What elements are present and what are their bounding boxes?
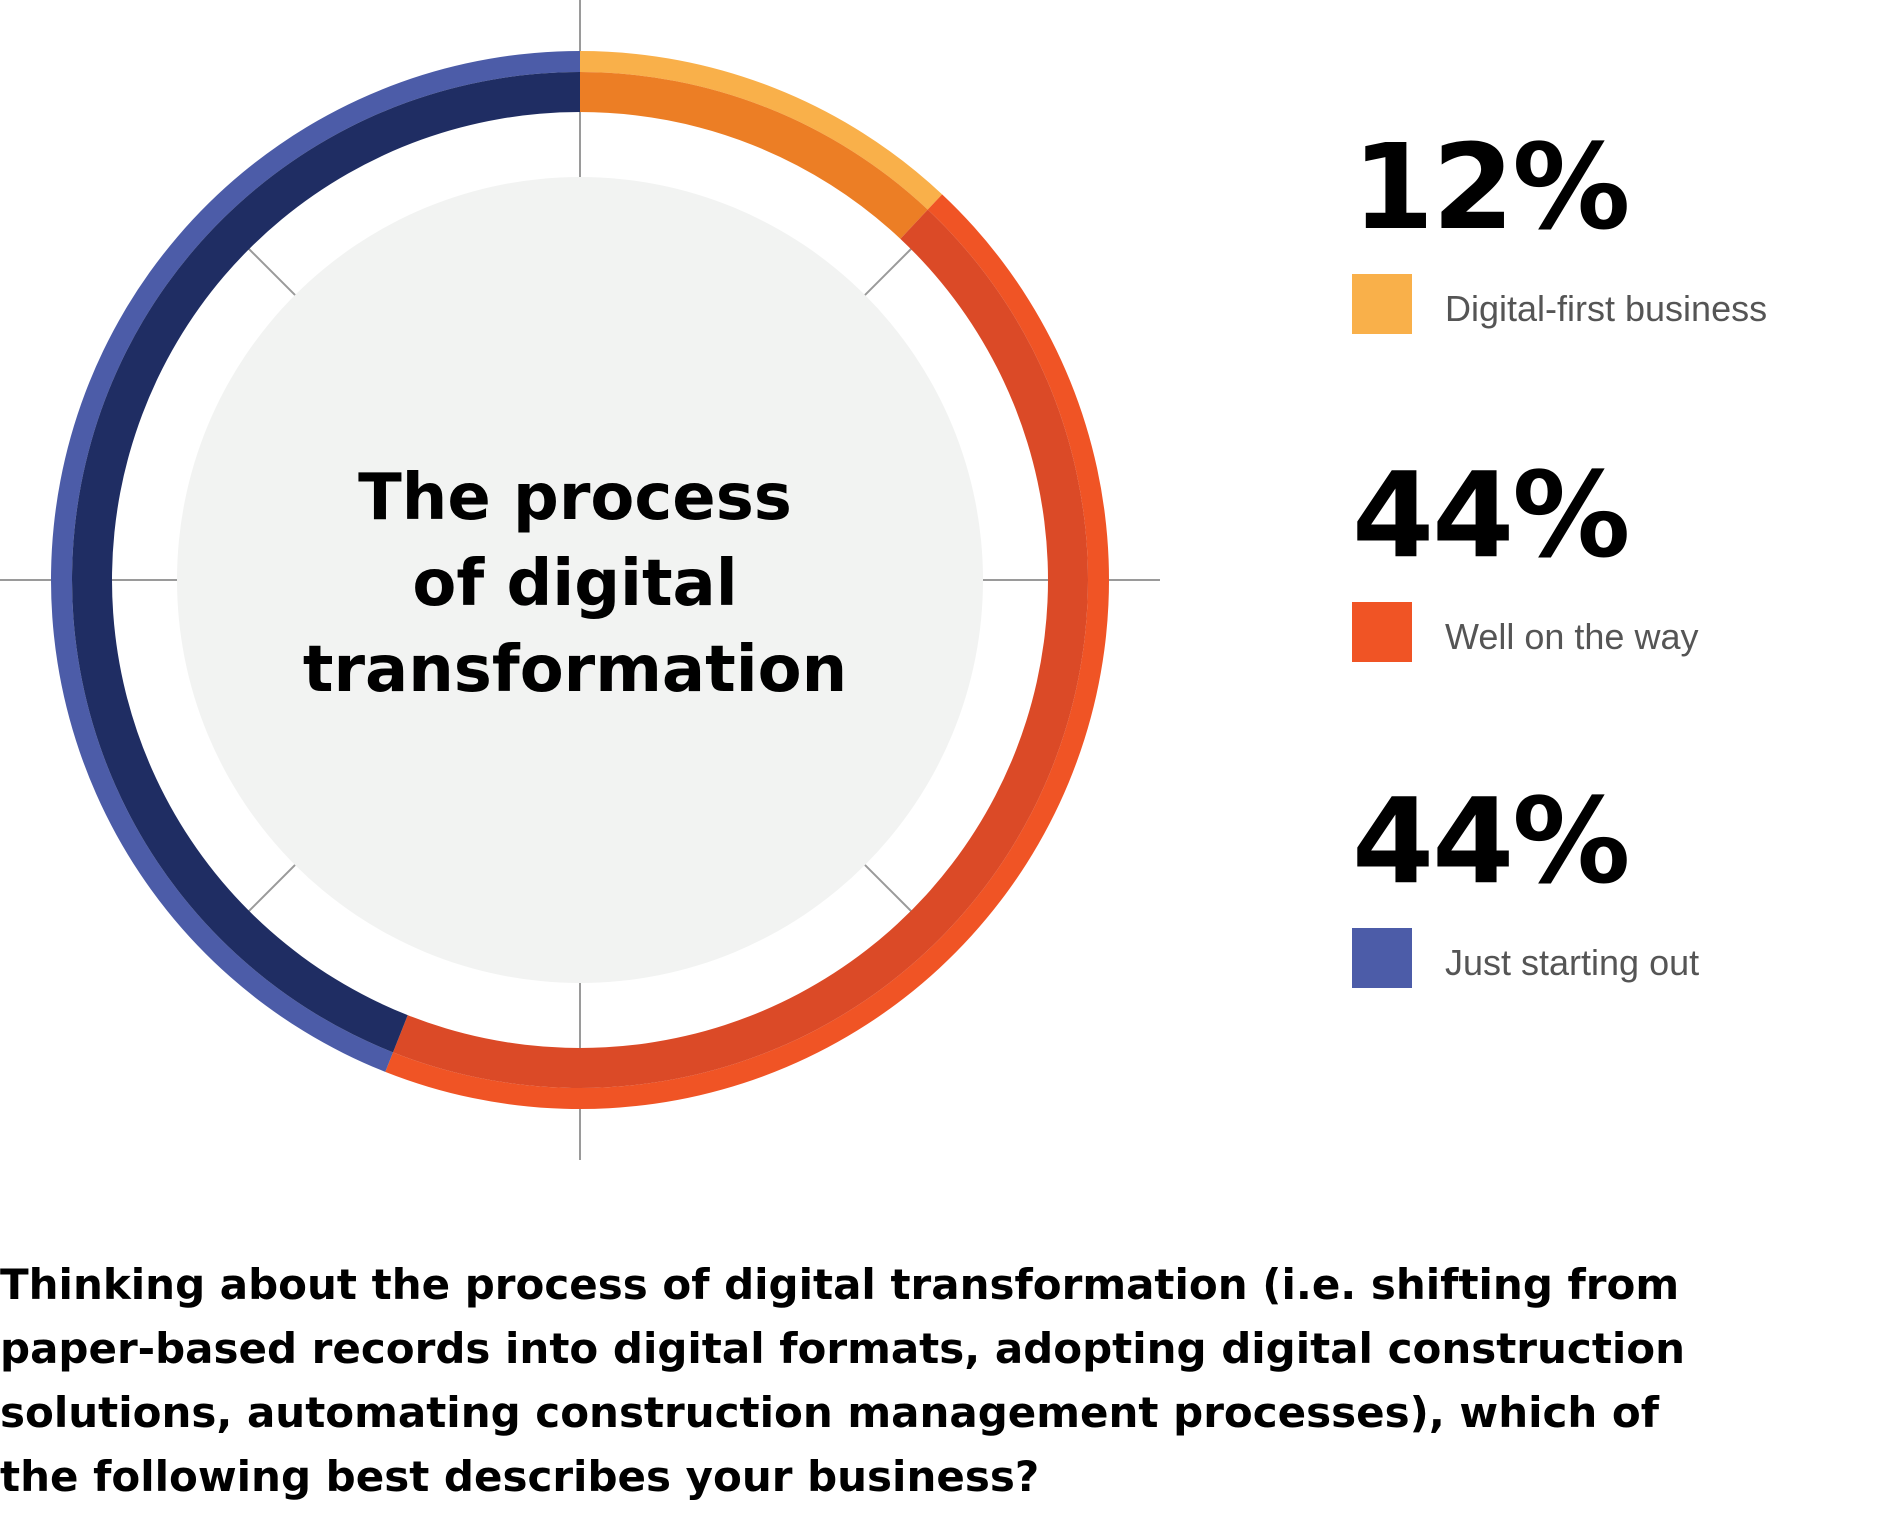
- donut-ring: [50, 51, 1110, 1110]
- legend-percentage: 12%: [1352, 118, 1630, 256]
- chart-title-line-2: of digital: [412, 547, 738, 621]
- legend-swatch: [1352, 274, 1412, 334]
- legend-label: Just starting out: [1445, 942, 1700, 983]
- chart-title-line-1: The process: [358, 461, 792, 535]
- inner-disc: [177, 177, 983, 983]
- donut-slice-inner-band: [580, 72, 928, 239]
- chart-title: The process of digital transformation: [175, 455, 975, 713]
- legend-item-well-on-the-way: 44% Well on the way: [1352, 446, 1698, 664]
- chart-title-line-3: transformation: [302, 633, 848, 707]
- donut-chart: [0, 0, 1160, 1160]
- survey-question: Thinking about the process of digital tr…: [0, 1260, 1686, 1501]
- legend-label: Digital-first business: [1445, 288, 1768, 329]
- donut-slice: [580, 51, 943, 210]
- legend-item-digital-first: 12% Digital-first business: [1352, 118, 1767, 336]
- legend-percentage: 44%: [1352, 772, 1630, 910]
- legend-item-just-starting-out: 44% Just starting out: [1352, 772, 1699, 990]
- legend-swatch: [1352, 602, 1412, 662]
- legend-label: Well on the way: [1445, 616, 1699, 657]
- legend-swatch: [1352, 928, 1412, 988]
- legend-percentage: 44%: [1352, 446, 1630, 584]
